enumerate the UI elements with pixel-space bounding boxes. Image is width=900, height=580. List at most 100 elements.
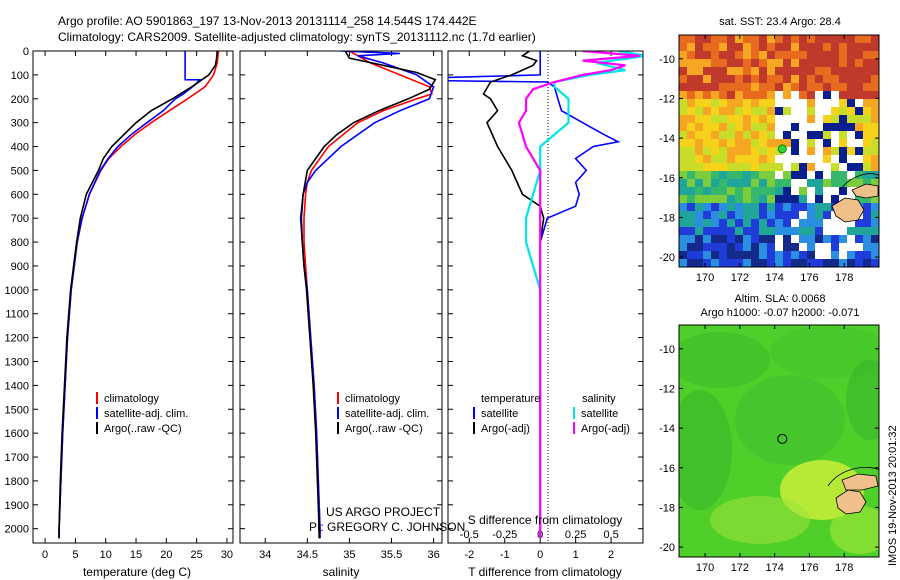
sst-cell [743,163,751,171]
sst-cell [735,147,743,155]
sst-cell [799,219,807,227]
sst-cell [855,131,863,139]
sst-cell [743,179,751,187]
sst-cell [807,147,815,155]
sst-cell [791,259,799,267]
sst-cell [727,163,735,171]
map-y-tick-label: -18 [659,212,675,224]
sst-cell [807,35,815,43]
sst-cell [751,187,759,195]
sst-cell [863,251,871,259]
sst-cell [863,155,871,163]
sst-cell [743,123,751,131]
sst-cell [695,35,703,43]
sst-cell [727,251,735,259]
sst-cell [751,131,759,139]
sst-cell [703,219,711,227]
sst-cell [743,75,751,83]
sst-cell [703,139,711,147]
vanua-levu-sst [851,183,879,199]
sst-cell [831,155,839,163]
sst-cell [823,259,831,267]
sst-cell [727,227,735,235]
sst-cell [871,131,879,139]
sst-cell [743,203,751,211]
sst-cell [703,163,711,171]
sla-blob [735,375,845,465]
sst-cell [759,203,767,211]
argo-position-marker-sla [777,433,788,444]
sst-cell [775,179,783,187]
sst-cell [719,163,727,171]
sst-cell [839,259,847,267]
x-tick-label: 20 [160,549,172,561]
depth-axis: 0 100 200 300 400 500 600 700 800 900 1000 1100 1200… [5,46,233,536]
map-y-tick-label: -20 [659,252,675,264]
depth-tick-label: 300 [11,118,29,130]
sst-cell [791,75,799,83]
sst-cell [831,123,839,131]
sst-cell [871,107,879,115]
sst-cell [751,155,759,163]
sst-cell [767,211,775,219]
sst-cell [735,259,743,267]
sst-cell [823,179,831,187]
sst-cell [767,139,775,147]
sst-cell [839,131,847,139]
sst-cell [719,243,727,251]
sst-cell [839,171,847,179]
sst-cell [815,107,823,115]
sst-cell [735,163,743,171]
sst-cell [687,187,695,195]
sst-cell [767,187,775,195]
sst-cell [823,83,831,91]
sst-cell [767,251,775,259]
sst-cell [695,99,703,107]
sst-cell [751,171,759,179]
sst-cell [679,67,687,75]
sst-cell [711,155,719,163]
sst-cell [831,227,839,235]
sst-cell [687,67,695,75]
sst-cell [823,123,831,131]
sst-cell [687,227,695,235]
sst-cell [687,115,695,123]
sst-cell [815,75,823,83]
sst-cell [695,107,703,115]
sst-cell [703,51,711,59]
sst-cell [743,235,751,243]
sla-blob [710,496,810,544]
legend-title-temperature: temperature [481,393,540,405]
sst-cell [711,235,719,243]
sst-cell [711,219,719,227]
sst-cell [823,171,831,179]
sst-cell [823,195,831,203]
sst-cell [735,107,743,115]
sst-cell [703,99,711,107]
sst-cell [767,219,775,227]
sst-cell [863,115,871,123]
sst-cell [815,147,823,155]
sst-cell [775,211,783,219]
sst-cell [695,251,703,259]
sst-cell [815,219,823,227]
x-tick-label-t: 1 [573,549,579,561]
sst-cell [839,115,847,123]
land-contour-sla [827,467,879,487]
sst-cell [871,203,879,211]
sst-cell [823,139,831,147]
sst-cell [847,107,855,115]
sst-cell [775,43,783,51]
sst-cell [759,243,767,251]
sst-cell [807,115,815,123]
sst-cell [727,235,735,243]
depth-tick-label: 1400 [5,380,29,392]
sst-cell [775,227,783,235]
sst-cell [687,195,695,203]
temperature-xlabel: temperature (deg C) [83,565,191,579]
sst-cell [863,35,871,43]
sst-cell [807,227,815,235]
sst-cell [799,139,807,147]
sst-cell [687,163,695,171]
depth-tick-label: 1200 [5,333,29,345]
